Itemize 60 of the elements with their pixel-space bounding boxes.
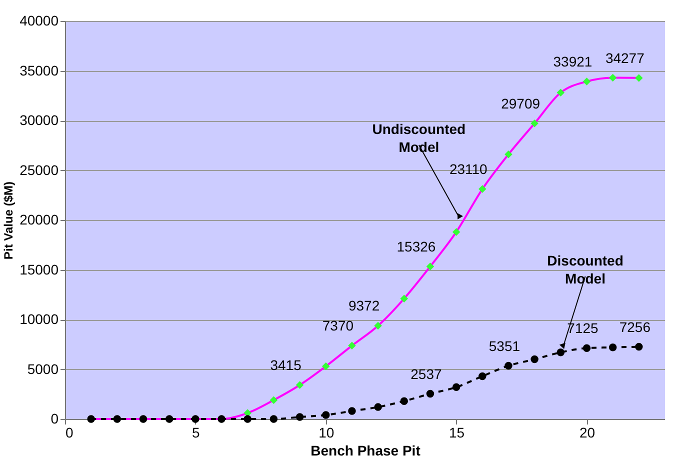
point bbox=[348, 407, 356, 415]
point bbox=[426, 262, 434, 270]
point bbox=[635, 342, 643, 351]
x-tick-label: 5 bbox=[192, 424, 200, 440]
data-label: 5351 bbox=[488, 338, 520, 354]
point bbox=[322, 362, 330, 370]
point bbox=[478, 185, 486, 193]
y-tick-label: 40000 bbox=[20, 12, 59, 28]
y-tick-label: 15000 bbox=[20, 261, 59, 278]
point bbox=[608, 74, 617, 82]
data-label: 7256 bbox=[619, 318, 651, 335]
y-tick-label: 25000 bbox=[20, 162, 59, 178]
x-tick-label: 20 bbox=[579, 424, 596, 440]
point bbox=[400, 294, 408, 302]
data-label: 34277 bbox=[605, 50, 645, 66]
data-label: 29709 bbox=[501, 95, 540, 112]
y-tick-label: 0 bbox=[50, 410, 59, 426]
point bbox=[582, 344, 591, 352]
point bbox=[478, 372, 486, 380]
point bbox=[504, 362, 512, 370]
data-label: 23110 bbox=[449, 161, 488, 178]
x-axis-title: Bench Phase Pit bbox=[310, 442, 421, 458]
point bbox=[270, 415, 278, 423]
data-label: 33921 bbox=[553, 53, 592, 70]
point bbox=[452, 228, 460, 236]
point bbox=[426, 390, 434, 398]
point bbox=[322, 411, 330, 419]
y-axis-title: Pit Value ($M) bbox=[2, 181, 16, 260]
point bbox=[270, 396, 278, 404]
annotation: Undiscounted Model bbox=[372, 121, 466, 156]
annotation: Discounted Model bbox=[547, 252, 624, 286]
point bbox=[608, 343, 617, 352]
point bbox=[296, 413, 304, 421]
y-tick-label: 30000 bbox=[20, 112, 59, 128]
point bbox=[348, 342, 356, 350]
x-tick-label: 15 bbox=[449, 424, 465, 440]
point bbox=[530, 355, 538, 364]
x-tick-label: 0 bbox=[66, 424, 74, 440]
y-tick-label: 10000 bbox=[20, 311, 59, 327]
point bbox=[452, 383, 460, 392]
point bbox=[556, 348, 565, 356]
data-label: 3415 bbox=[270, 357, 302, 374]
point bbox=[374, 403, 382, 411]
data-label: 9372 bbox=[348, 298, 380, 314]
y-tick-label: 35000 bbox=[20, 62, 59, 78]
data-label: 7370 bbox=[322, 318, 354, 334]
y-tick-label: 20000 bbox=[20, 212, 59, 228]
y-tick-label: 5000 bbox=[27, 360, 59, 377]
point bbox=[400, 397, 408, 405]
point bbox=[296, 381, 304, 389]
data-label: 15326 bbox=[396, 238, 436, 255]
point bbox=[556, 88, 565, 97]
point bbox=[374, 322, 382, 330]
point bbox=[582, 78, 591, 86]
point bbox=[244, 415, 252, 423]
point bbox=[530, 120, 538, 128]
data-label: 2537 bbox=[410, 366, 442, 382]
x-tick-label: 10 bbox=[318, 424, 334, 440]
point bbox=[635, 74, 643, 82]
point bbox=[504, 150, 512, 158]
